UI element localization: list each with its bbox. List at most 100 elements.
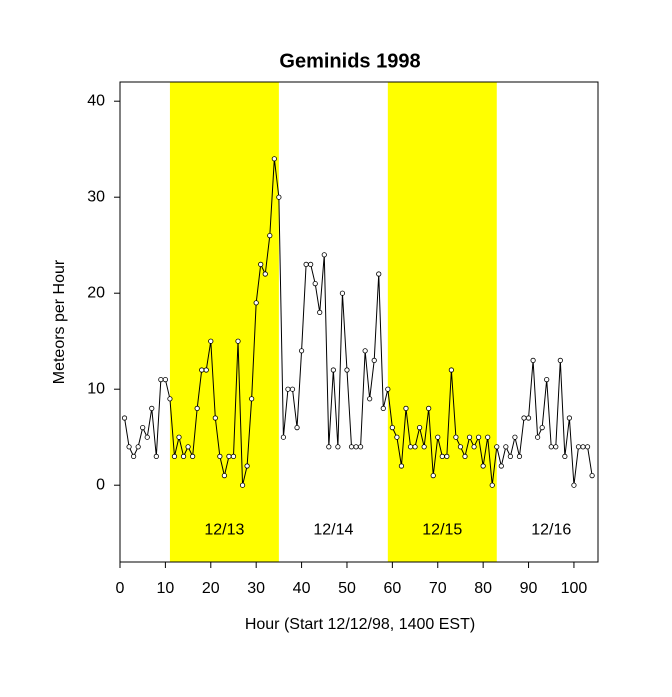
data-point [185,444,191,450]
data-point [335,444,341,450]
data-point [562,453,568,459]
data-point [421,444,427,450]
data-point [262,271,268,277]
data-point [171,453,178,459]
data-point [476,434,482,440]
data-point [462,453,468,459]
data-point [398,463,405,469]
data-point [521,415,527,421]
data-point [548,444,554,450]
data-point [149,405,155,411]
data-point [430,472,436,479]
data-point [199,367,205,373]
data-point [176,434,182,440]
data-point [258,261,264,267]
day-label: 12/16 [531,522,571,539]
x-tick-label: 60 [383,580,401,597]
data-point [239,482,246,488]
data-point [407,444,414,450]
data-point [267,233,273,239]
data-point [271,156,277,162]
data-point [339,290,346,296]
data-point [512,434,518,440]
data-point [162,376,168,383]
day-label: 12/13 [204,522,244,539]
x-tick-label: 50 [338,580,356,597]
data-point [471,444,477,450]
data-point [344,367,350,373]
chart-title: Geminids 1998 [279,50,420,72]
data-point [498,463,504,469]
data-point [580,444,586,450]
x-tick-label: 70 [429,580,447,597]
data-point [357,444,364,450]
data-point [403,405,409,411]
x-tick-label: 40 [293,580,311,597]
data-point [575,444,582,450]
data-point [507,453,513,459]
data-point [131,453,137,459]
y-tick-label: 10 [87,380,105,397]
data-point [221,472,228,479]
data-point [389,424,395,431]
data-point [330,367,336,373]
data-point [312,280,318,287]
data-point [167,396,173,402]
plot-frame [119,81,599,563]
data-point [280,434,287,440]
data-point [190,453,196,459]
data-point [244,463,250,469]
y-tick-label: 0 [96,476,105,493]
data-point [530,357,536,363]
data-point [226,453,232,459]
data-point [230,453,237,459]
data-point [153,453,159,459]
day-label: 12/15 [422,522,462,539]
data-point [285,386,291,392]
data-point [380,405,386,411]
data-point [308,261,314,267]
data-point [317,309,323,315]
data-point [412,444,418,450]
data-point [553,444,559,450]
data-point [294,424,300,431]
data-point [208,338,214,344]
data-point [525,415,532,421]
x-tick-label: 10 [156,580,174,597]
data-point [489,482,495,488]
x-tick-label: 100 [561,580,588,597]
data-point [321,252,327,258]
data-point [385,386,391,392]
data-point [276,194,282,200]
data-point [426,405,432,411]
data-point [121,415,128,421]
data-point [566,415,573,421]
data-point [126,444,132,450]
data-point [298,348,305,354]
data-point [439,453,445,459]
x-axis-label: Hour (Start 12/12/98, 1400 EST) [245,616,475,633]
data-point [435,434,441,440]
data-point [249,396,255,402]
data-point [503,444,509,450]
data-point [203,367,209,373]
y-tick-label: 30 [87,188,105,205]
data-point [584,444,591,450]
y-axis-label: Meteors per Hour [51,259,68,384]
data-point [453,434,459,440]
data-point [485,434,491,440]
data-point [494,444,500,450]
data-point [448,367,454,373]
data-point [217,453,223,459]
data-point [376,271,382,277]
data-point [144,434,150,440]
x-tick-label: 0 [116,580,125,597]
x-tick-label: 80 [474,580,492,597]
day-band [169,82,279,562]
data-point [444,453,450,459]
data-point [544,376,550,383]
data-point [557,357,563,363]
data-point [140,424,146,431]
data-point [480,463,486,469]
